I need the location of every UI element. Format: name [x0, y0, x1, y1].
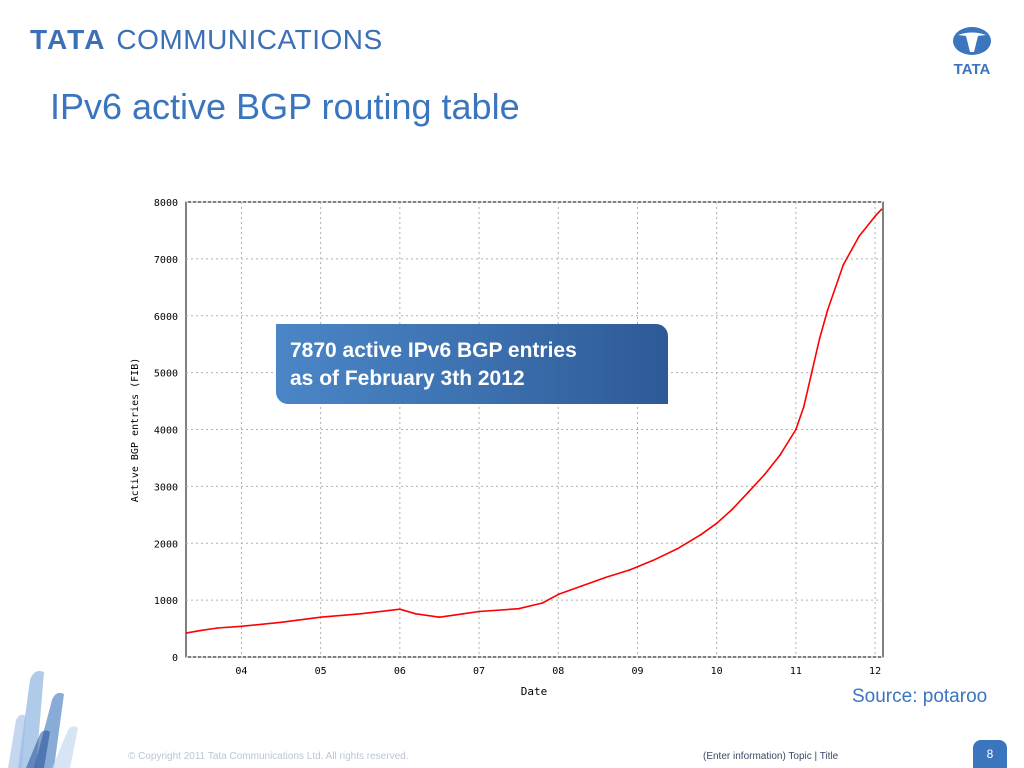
data-point: [858, 235, 861, 237]
data-point: [818, 337, 821, 340]
y-tick-label: 5000: [154, 369, 178, 380]
data-point: [200, 629, 203, 632]
x-tick-label: 10: [711, 666, 723, 677]
data-point: [795, 428, 797, 431]
y-tick-label: 2000: [154, 539, 178, 550]
bgp-chart: 0 1000 2000 3000 4000 5000 6000 7000 8000 04 05 06 0…: [120, 190, 900, 710]
data-point: [438, 616, 441, 619]
page-number-badge: 8: [973, 740, 1007, 768]
data-point: [240, 625, 243, 628]
annotation-callout: 7870 active IPv6 BGP entries as of Febru…: [276, 324, 668, 404]
data-point: [414, 612, 417, 615]
x-tick-label: 09: [631, 666, 643, 677]
data-point: [810, 371, 813, 374]
data-point: [652, 559, 655, 562]
data-point: [359, 612, 362, 615]
footer-topic: (Enter information) Topic | Title: [703, 751, 839, 762]
data-point: [604, 576, 607, 579]
slide-title: IPv6 active BGP routing table: [50, 86, 520, 127]
data-point: [880, 208, 883, 211]
source-note: Source: potaroo: [852, 686, 988, 707]
data-point: [185, 632, 187, 634]
data-point: [731, 508, 734, 510]
data-point: [763, 474, 766, 476]
x-tick-label: 04: [235, 666, 247, 677]
chart-svg: 0 1000 2000 3000 4000 5000 6000 7000 8000 04 05 06 0…: [130, 198, 884, 698]
tata-emblem-icon: TATA: [953, 27, 991, 78]
callout-line-1: 7870 active IPv6 BGP entries: [290, 339, 577, 362]
data-point: [676, 548, 678, 550]
data-point: [399, 608, 401, 611]
x-tick-label: 06: [394, 666, 406, 677]
data-point: [557, 593, 560, 596]
x-tick-label: 08: [552, 666, 564, 677]
data-point: [280, 621, 282, 624]
tick-labels: 0 1000 2000 3000 4000 5000 6000 7000 8000 04 05 06 0…: [154, 198, 881, 677]
data-point: [581, 585, 583, 587]
y-tick-label: 3000: [154, 482, 178, 493]
page-number: 8: [986, 747, 994, 761]
data-point: [478, 610, 480, 613]
data-point: [517, 607, 520, 610]
data-point: [802, 405, 805, 408]
plot-frame: [185, 201, 884, 658]
data-point: [779, 454, 781, 456]
y-tick-label: 4000: [154, 426, 178, 437]
x-tick-label: 11: [790, 666, 802, 677]
y-tick-label: 1000: [154, 596, 178, 607]
data-point: [628, 569, 631, 571]
brand-tata-text: TATA: [30, 24, 107, 55]
data-point: [699, 533, 702, 536]
callout-line-2: as of February 3th 2012: [290, 367, 525, 390]
data-point: [874, 215, 876, 218]
data-point: [747, 491, 750, 493]
data-point: [462, 612, 465, 615]
y-axis-label: Active BGP entries (FIB): [130, 358, 141, 503]
y-tick-label: 8000: [154, 198, 178, 209]
decorative-ribbons-icon: [8, 671, 78, 768]
data-point: [216, 627, 219, 629]
series-layer: [185, 208, 883, 634]
tata-communications-logo: TATA COMMUNICATIONS: [30, 24, 383, 56]
data-point: [826, 309, 829, 311]
y-tick-label: 7000: [154, 255, 178, 266]
y-tick-label: 0: [172, 653, 178, 664]
x-tick-label: 05: [315, 666, 327, 677]
x-tick-label: 07: [473, 666, 485, 677]
brand-communications-text: COMMUNICATIONS: [116, 24, 383, 55]
y-tick-label: 6000: [154, 312, 178, 323]
x-axis-label: Date: [521, 685, 548, 698]
data-point: [319, 616, 322, 619]
data-point: [541, 602, 544, 604]
x-tick-label: 12: [869, 666, 881, 677]
tata-emblem-text: TATA: [954, 61, 991, 78]
data-point: [715, 522, 718, 525]
data-point: [842, 263, 845, 266]
footer-copyright: © Copyright 2011 Tata Communications Ltd…: [128, 751, 409, 762]
